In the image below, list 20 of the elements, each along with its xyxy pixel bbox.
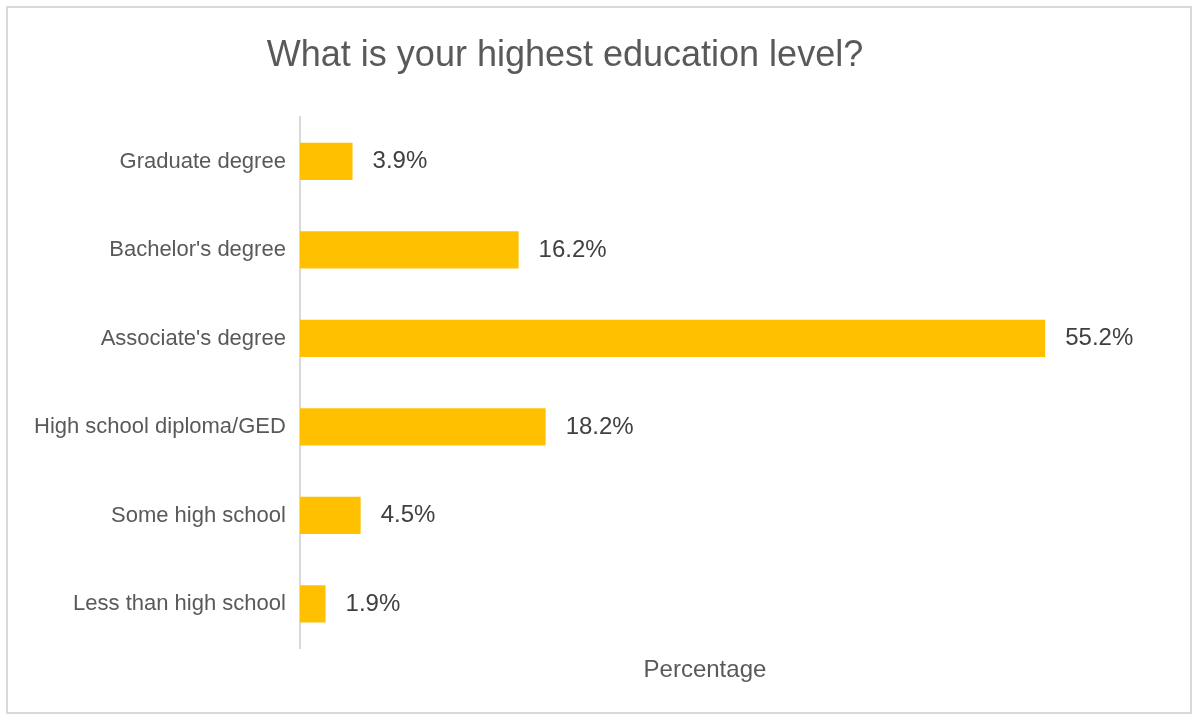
bar [299, 585, 326, 623]
data-label: 18.2% [565, 411, 634, 439]
y-tick-label: Some high school [111, 501, 286, 527]
data-label: 1.9% [345, 588, 401, 616]
data-label: 16.2% [538, 234, 607, 262]
data-label: 4.5% [380, 500, 436, 528]
y-tick-label: High school diploma/GED [33, 413, 286, 439]
chart-title: What is your highest education level? [266, 32, 864, 74]
y-tick-label: Graduate degree [119, 147, 286, 173]
y-tick-label: Associate's degree [100, 324, 286, 350]
data-label: 3.9% [372, 146, 428, 174]
bar [299, 142, 353, 181]
bar [299, 231, 519, 269]
data-label: 55.2% [1065, 323, 1134, 351]
bar [299, 496, 361, 535]
y-tick-label: Less than high school [73, 590, 286, 616]
y-tick-label: Bachelor's degree [109, 236, 286, 262]
bar [299, 408, 546, 446]
x-axis-title: Percentage [643, 655, 767, 683]
bar [299, 319, 1046, 358]
